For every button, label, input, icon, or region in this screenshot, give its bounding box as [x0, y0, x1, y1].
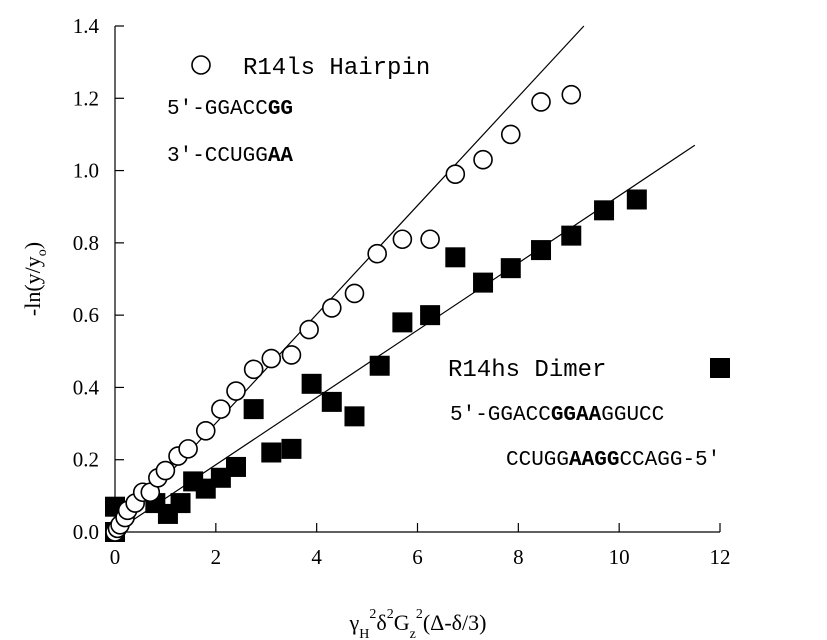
- x-tick-label: 0: [110, 545, 121, 569]
- data-point-hairpin: [420, 229, 440, 250]
- data-point-dimer: [195, 478, 216, 499]
- data-point-hairpin: [211, 399, 231, 419]
- data-point-dimer: [445, 247, 466, 268]
- legend-open-circle-icon: [191, 55, 211, 75]
- data-point-dimer: [321, 391, 342, 412]
- legend-dimer: R14hs Dimer 5'-GGACCGGAAGGUCC CCUGGAAGGC…: [448, 357, 730, 472]
- data-point-hairpin: [367, 243, 387, 264]
- dimer-sequence-bottom: CCUGGAAGGCCAGG-5': [506, 449, 720, 472]
- data-point-dimer: [392, 312, 413, 333]
- legend-hairpin-label: R14ls Hairpin: [243, 55, 430, 82]
- data-point-hairpin: [473, 149, 493, 170]
- y-tick-label: 0.0: [73, 520, 99, 544]
- data-point-hairpin: [155, 460, 176, 481]
- hairpin-sequence-top: 5'-GGACCGG: [167, 98, 293, 121]
- data-point-dimer: [473, 272, 494, 293]
- data-point-hairpin: [261, 348, 282, 369]
- data-point-dimer: [531, 240, 552, 261]
- axis-ticks: 0 2 4 6 8 10 12 0.0 0.2 0.4 0.6 0.8 1.0 1.2 1.4: [73, 14, 731, 569]
- data-point-dimer: [369, 355, 390, 376]
- data-point-hairpin: [195, 420, 216, 441]
- legend-filled-square-icon: [710, 358, 730, 378]
- data-point-dimer: [594, 200, 615, 221]
- y-tick-label: 1.0: [73, 159, 99, 183]
- y-tick-label: 0.2: [73, 448, 99, 472]
- data-point-dimer: [210, 467, 231, 488]
- data-point-dimer: [561, 225, 582, 246]
- data-point-dimer: [301, 373, 322, 394]
- data-point-dimer: [243, 399, 264, 420]
- data-point-hairpin: [281, 345, 302, 365]
- data-point-dimer: [344, 406, 365, 427]
- data-point-hairpin: [299, 319, 319, 340]
- x-tick-label: 6: [412, 545, 423, 569]
- data-point-dimer: [281, 438, 302, 459]
- data-point-hairpin: [243, 359, 264, 380]
- x-tick-label: 12: [710, 545, 731, 569]
- data-point-hairpin: [500, 124, 521, 145]
- data-point-hairpin: [321, 298, 342, 318]
- data-point-dimer: [420, 305, 441, 326]
- data-points: [105, 84, 647, 542]
- data-point-hairpin: [445, 164, 466, 184]
- data-point-dimer: [170, 493, 191, 514]
- y-tick-label: 0.6: [73, 303, 99, 327]
- y-tick-label: 0.8: [73, 231, 99, 255]
- data-point-dimer: [226, 456, 246, 477]
- data-point-hairpin: [392, 229, 413, 250]
- data-point-hairpin: [531, 92, 551, 112]
- x-tick-label: 2: [211, 545, 222, 569]
- x-tick-label: 10: [609, 545, 630, 569]
- y-tick-label: 1.2: [73, 86, 99, 110]
- dimer-sequence-top: 5'-GGACCGGAAGGUCC: [450, 404, 664, 427]
- hairpin-sequence-bottom: 3'-CCUGGAA: [167, 145, 293, 168]
- data-point-hairpin: [561, 84, 582, 105]
- x-tick-label: 4: [311, 545, 322, 569]
- data-point-dimer: [261, 442, 282, 463]
- data-point-hairpin: [178, 439, 198, 459]
- x-tick-label: 8: [513, 545, 524, 569]
- legend-hairpin: R14ls Hairpin 5'-GGACCGG 3'-CCUGGAA: [167, 55, 430, 168]
- data-point-dimer: [626, 189, 647, 210]
- x-axis-title: γH2δ2Gz2(Δ-δ/3): [349, 607, 487, 640]
- data-point-hairpin: [344, 283, 365, 304]
- data-point-hairpin: [226, 381, 246, 401]
- data-point-dimer: [500, 258, 521, 279]
- y-tick-label: 1.4: [73, 14, 100, 38]
- legend-dimer-label: R14hs Dimer: [448, 357, 606, 384]
- y-axis-title: -ln(y/yo): [20, 242, 50, 316]
- y-tick-label: 0.4: [73, 375, 100, 399]
